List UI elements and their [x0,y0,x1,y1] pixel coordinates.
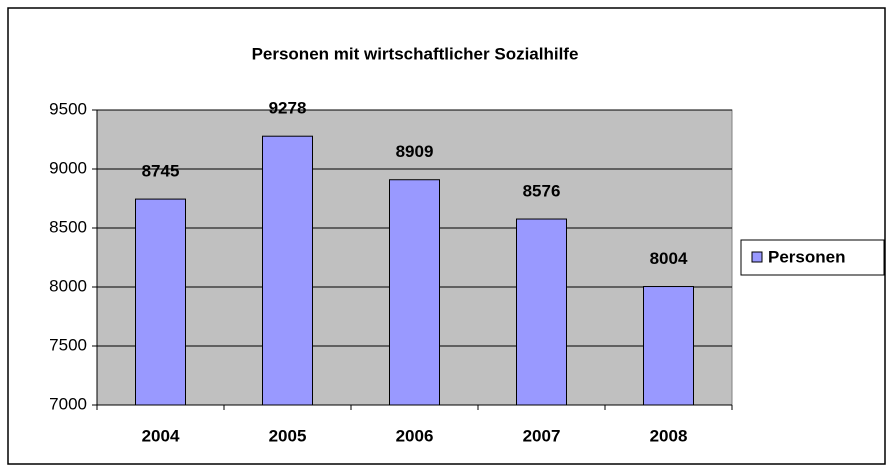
x-tick-label: 2007 [523,426,561,445]
x-tick-label: 2006 [396,426,434,445]
y-tick-label: 7000 [49,394,87,413]
data-label: 8004 [650,249,688,268]
y-tick-label: 9500 [49,99,87,118]
x-tick-label: 2004 [142,426,180,445]
data-label: 9278 [269,99,307,118]
y-tick-label: 8000 [49,276,87,295]
data-label: 8576 [523,182,561,201]
legend-label: Personen [768,247,845,266]
data-label: 8909 [396,142,434,161]
y-tick-label: 9000 [49,158,87,177]
bar [389,179,440,406]
legend-swatch [751,251,763,263]
y-tick-label: 8500 [49,217,87,236]
data-label: 8745 [142,162,180,181]
chart-title: Personen mit wirtschaftlicher Sozialhilf… [252,44,579,63]
bar [135,198,186,406]
x-tick-label: 2008 [650,426,688,445]
bar [262,135,313,406]
x-tick-label: 2005 [269,426,307,445]
bar [643,286,694,406]
legend-box [740,239,885,276]
y-tick-label: 7500 [49,335,87,354]
bar [516,218,567,406]
